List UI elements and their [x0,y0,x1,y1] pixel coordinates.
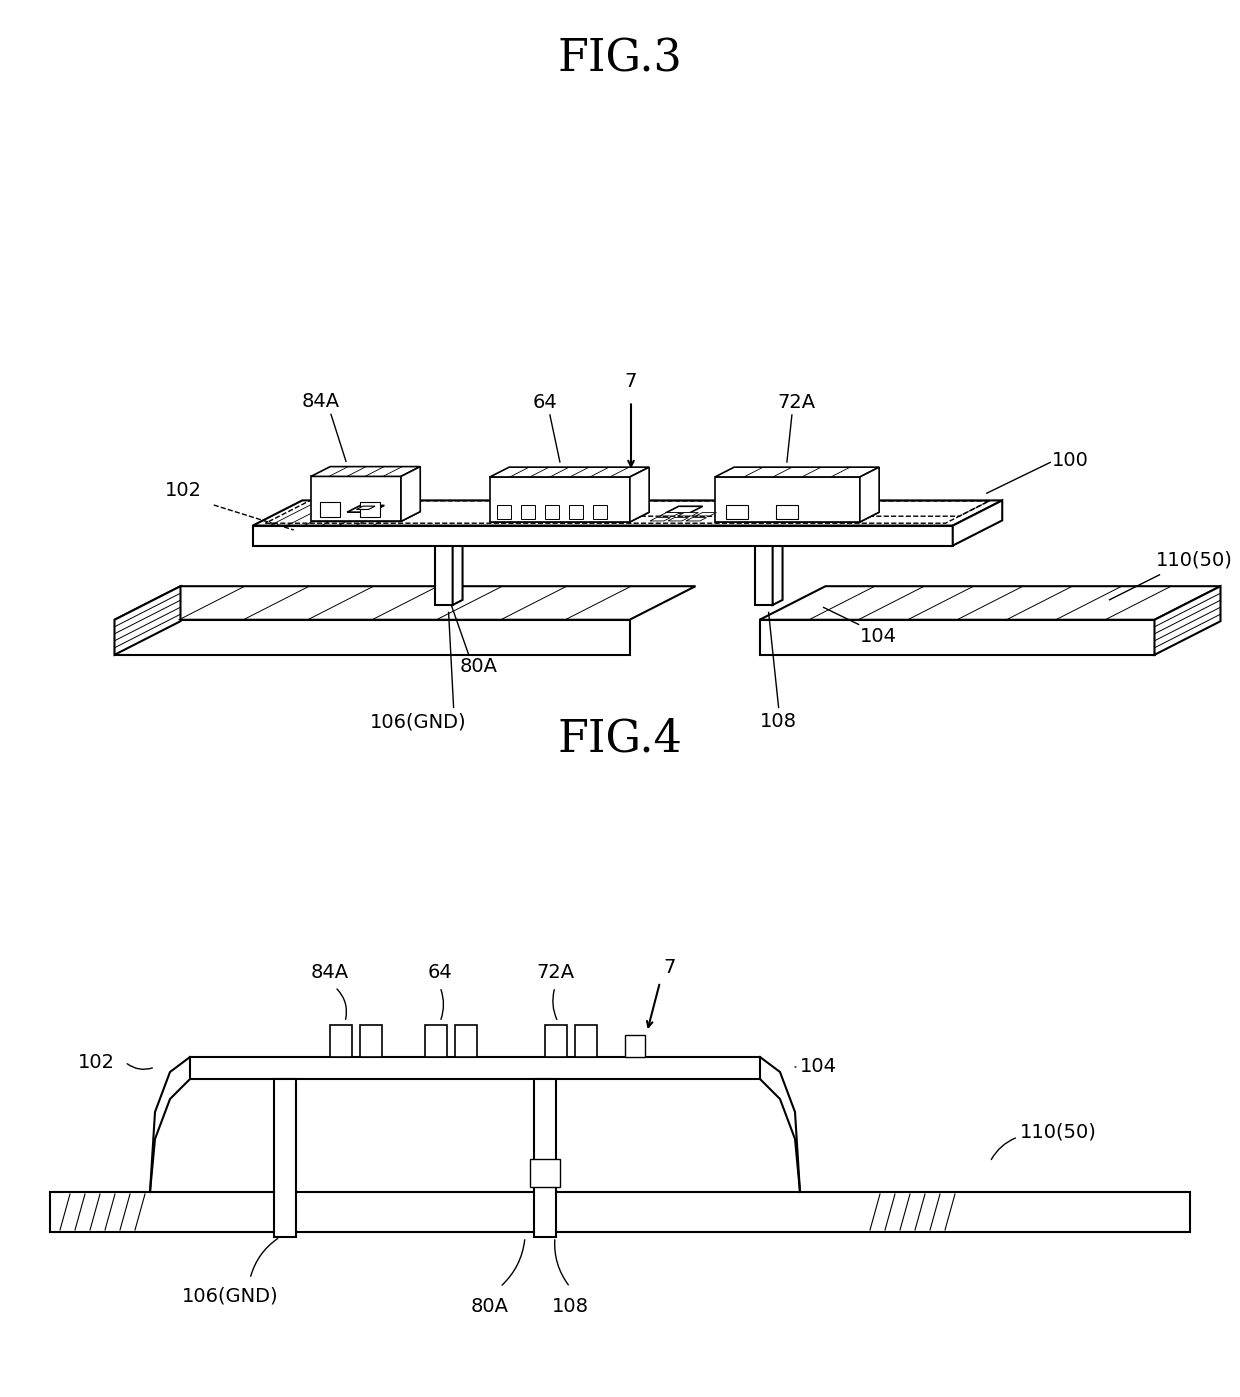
Polygon shape [593,504,606,518]
Polygon shape [773,529,782,605]
Polygon shape [1154,587,1220,655]
Polygon shape [715,513,879,522]
Text: 84A: 84A [311,963,350,982]
Polygon shape [696,513,717,515]
Text: 110(50): 110(50) [1156,550,1233,570]
Polygon shape [311,511,420,521]
Polygon shape [425,1025,446,1058]
Polygon shape [534,1078,556,1236]
Text: 100: 100 [1053,451,1089,469]
Text: 108: 108 [552,1296,589,1316]
Polygon shape [859,467,879,522]
Polygon shape [320,502,340,517]
Polygon shape [544,504,559,518]
Text: 7: 7 [663,958,676,977]
Polygon shape [686,518,707,521]
Polygon shape [666,506,703,513]
Text: 80A: 80A [460,658,497,676]
Polygon shape [330,1025,352,1058]
Polygon shape [253,525,952,546]
Text: 7: 7 [625,373,637,391]
Text: 110(50): 110(50) [1021,1123,1097,1141]
Polygon shape [759,587,1220,620]
Polygon shape [668,518,688,521]
Polygon shape [356,506,374,510]
Polygon shape [114,620,630,655]
Polygon shape [114,587,696,620]
Polygon shape [715,476,859,522]
Polygon shape [50,1192,1190,1232]
Polygon shape [190,1058,760,1078]
Polygon shape [490,467,650,476]
Text: 108: 108 [760,712,797,732]
Polygon shape [455,1025,477,1058]
Polygon shape [490,513,650,522]
Polygon shape [311,476,401,521]
Text: 64: 64 [428,963,453,982]
Text: 104: 104 [800,1058,837,1077]
Text: 80A: 80A [471,1296,508,1316]
Text: 102: 102 [78,1052,115,1071]
Polygon shape [360,1025,382,1058]
Text: 64: 64 [532,393,557,412]
Polygon shape [529,1160,560,1187]
Polygon shape [360,502,379,517]
Polygon shape [311,467,420,476]
Polygon shape [759,620,1154,655]
Polygon shape [660,513,681,515]
Polygon shape [114,587,181,655]
Polygon shape [678,513,698,515]
Text: 104: 104 [861,627,897,647]
Text: 102: 102 [165,481,202,500]
Text: 84A: 84A [301,393,340,411]
Text: 72A: 72A [536,963,574,982]
Polygon shape [546,1025,567,1058]
Polygon shape [952,500,1002,546]
Text: 106(GND): 106(GND) [371,712,467,732]
Text: FIG.4: FIG.4 [558,717,682,760]
Polygon shape [755,535,773,605]
Polygon shape [453,529,463,605]
Polygon shape [625,1035,645,1058]
Text: 106(GND): 106(GND) [182,1287,278,1306]
Polygon shape [497,504,511,518]
Polygon shape [435,535,453,605]
Text: FIG.3: FIG.3 [558,36,682,80]
Polygon shape [715,467,879,476]
Polygon shape [650,518,671,521]
Polygon shape [521,504,534,518]
Polygon shape [401,467,420,521]
Polygon shape [490,476,630,522]
Polygon shape [725,504,748,518]
Polygon shape [274,1078,296,1236]
Polygon shape [253,500,1002,525]
Polygon shape [575,1025,596,1058]
Polygon shape [630,467,650,522]
Polygon shape [569,504,583,518]
Polygon shape [776,504,797,518]
Text: 72A: 72A [777,393,816,412]
Polygon shape [347,506,384,513]
